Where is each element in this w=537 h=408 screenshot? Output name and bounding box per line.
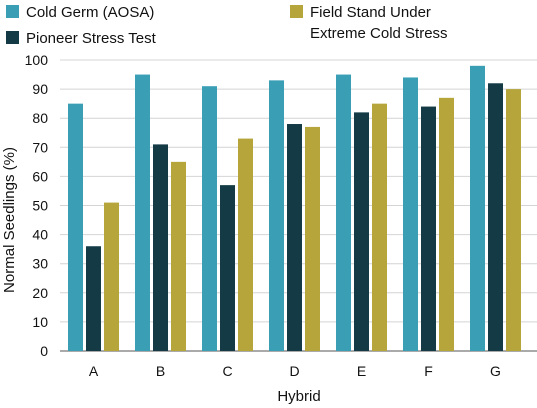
legend-item: Cold Germ (AOSA) <box>6 4 154 21</box>
bar <box>220 185 235 351</box>
bar <box>86 246 101 351</box>
bar <box>372 103 387 352</box>
y-tick-label: 30 <box>32 256 48 272</box>
bar <box>305 126 320 352</box>
x-tick-label: E <box>357 363 366 379</box>
x-tick-label: C <box>222 363 232 379</box>
bar <box>202 86 217 351</box>
bar <box>153 144 168 351</box>
bar <box>354 112 369 351</box>
legend-label: Field Stand Under <box>310 4 431 21</box>
legend-swatch <box>6 5 19 18</box>
y-axis: 0 10 20 30 40 50 60 70 80 90 100 <box>25 52 49 359</box>
bar <box>104 202 119 351</box>
legend-swatch <box>290 5 303 18</box>
legend-label: Cold Germ (AOSA) <box>26 4 154 21</box>
x-tick-label: G <box>490 363 501 379</box>
y-tick-label: 10 <box>32 314 48 330</box>
legend: Cold Germ (AOSA) Pioneer Stress Test Field… <box>6 4 448 47</box>
bar <box>287 124 302 352</box>
y-tick-label: 0 <box>40 343 48 359</box>
y-tick-label: 90 <box>32 81 48 97</box>
bar <box>506 89 521 351</box>
y-axis-label: Normal Seedlings (%) <box>1 147 18 293</box>
x-axis: A B C D E F G <box>89 363 501 379</box>
bar <box>269 80 284 352</box>
legend-label: Extreme Cold Stress <box>310 25 448 42</box>
x-tick-label: F <box>424 363 433 379</box>
x-tick-label: A <box>89 363 99 379</box>
legend-label: Pioneer Stress Test <box>26 30 157 47</box>
bar <box>238 138 253 351</box>
bar <box>68 103 83 352</box>
x-tick-label: B <box>156 363 165 379</box>
bar <box>439 97 454 351</box>
y-tick-label: 50 <box>32 198 48 214</box>
x-tick-label: D <box>289 363 299 379</box>
bar <box>135 74 150 352</box>
y-tick-label: 100 <box>25 52 49 68</box>
bar <box>421 106 436 351</box>
bar <box>403 77 418 352</box>
y-tick-label: 70 <box>32 139 48 155</box>
bars <box>68 65 521 352</box>
legend-item: Pioneer Stress Test <box>6 30 157 47</box>
legend-swatch <box>6 31 19 44</box>
y-tick-label: 20 <box>32 285 48 301</box>
bar <box>470 65 485 351</box>
y-tick-label: 40 <box>32 227 48 243</box>
y-tick-label: 60 <box>32 168 48 184</box>
bar <box>171 161 186 351</box>
legend-item: Field Stand Under Extreme Cold Stress <box>290 4 448 42</box>
bar <box>336 74 351 352</box>
bar <box>488 83 503 351</box>
y-tick-label: 80 <box>32 110 48 126</box>
x-axis-label: Hybrid <box>277 388 320 405</box>
